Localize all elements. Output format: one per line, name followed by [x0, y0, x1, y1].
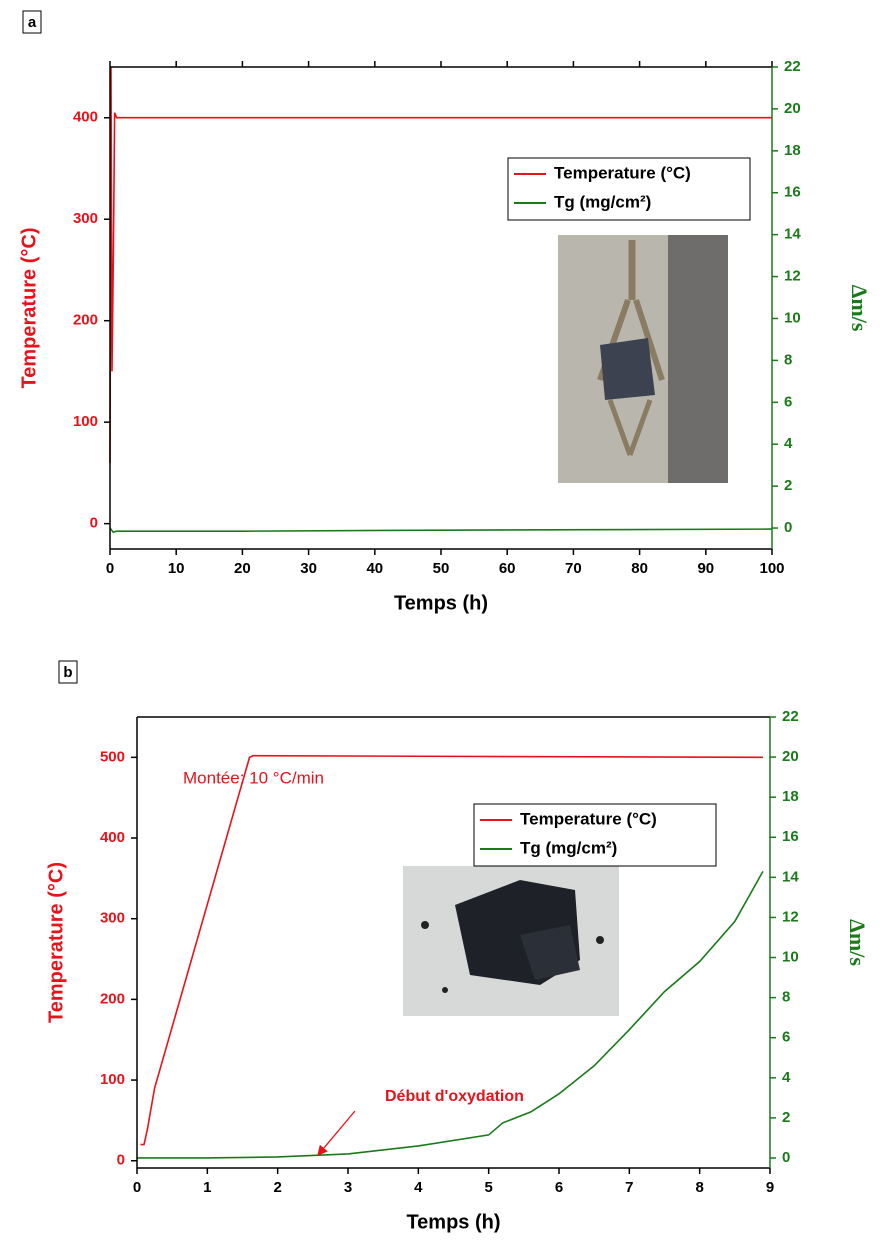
- x-tick-label: 60: [499, 560, 516, 577]
- x-tick-label: 30: [300, 560, 317, 577]
- panel-tag: a: [28, 14, 37, 31]
- x-tick-label: 7: [625, 1179, 633, 1196]
- y2-tick-label: 14: [784, 226, 801, 243]
- x-tick-label: 8: [695, 1179, 703, 1196]
- y2-tick-label: 8: [782, 989, 790, 1006]
- y2-tick-label: 0: [782, 1149, 790, 1166]
- y-tick-label: 400: [73, 109, 98, 126]
- y2-tick-label: 10: [784, 309, 801, 326]
- x-tick-label: 90: [697, 560, 714, 577]
- legend-label: Tg (mg/cm²): [520, 838, 617, 857]
- y2-tick-label: 14: [782, 868, 799, 885]
- y-tick-label: 200: [100, 990, 125, 1007]
- y-tick-label: 300: [73, 210, 98, 227]
- x-tick-label: 9: [766, 1179, 774, 1196]
- legend-label: Temperature (°C): [554, 163, 691, 182]
- y-tick-label: 0: [90, 515, 98, 532]
- y-tick-label: 300: [100, 910, 125, 927]
- y2-tick-label: 18: [782, 788, 799, 805]
- y2-tick-label: 2: [784, 477, 792, 494]
- y2-tick-label: 18: [784, 142, 801, 159]
- x-tick-label: 40: [366, 560, 383, 577]
- panel-tag-box: [22, 10, 42, 34]
- y2-tick-label: 6: [782, 1029, 790, 1046]
- photo-b: [403, 866, 619, 1016]
- y2-tick-label: 20: [782, 748, 799, 765]
- annotation: Début d'oxydation: [385, 1088, 524, 1105]
- x-tick-label: 80: [631, 560, 648, 577]
- y2-tick-label: 6: [784, 393, 792, 410]
- y2-tick-label: 12: [784, 268, 801, 285]
- y-axis-label: Temperature (°C): [45, 862, 67, 1023]
- y-tick-label: 100: [100, 1071, 125, 1088]
- x-axis-label: Temps (h): [394, 592, 488, 614]
- y2-tick-label: 4: [784, 435, 793, 452]
- y2-tick-label: 4: [782, 1069, 791, 1086]
- y2-tick-label: 8: [784, 351, 792, 368]
- panel-tag-box: [58, 660, 78, 684]
- legend-label: Temperature (°C): [520, 809, 657, 828]
- y2-tick-label: 22: [782, 708, 799, 725]
- legend-label: Tg (mg/cm²): [554, 192, 651, 211]
- y2-tick-label: 10: [782, 949, 799, 966]
- series-line: [137, 870, 764, 1159]
- x-tick-label: 100: [759, 560, 784, 577]
- y-tick-label: 100: [73, 413, 98, 430]
- x-tick-label: 50: [433, 560, 450, 577]
- x-tick-label: 0: [106, 560, 114, 577]
- y2-tick-label: 16: [784, 184, 801, 201]
- legend-box: [473, 803, 717, 867]
- y2-tick-label: 12: [782, 908, 799, 925]
- x-axis-label: Temps (h): [406, 1211, 500, 1233]
- legend-box: [507, 157, 751, 221]
- photo-a: [558, 235, 728, 483]
- y-tick-label: 500: [100, 748, 125, 765]
- y2-tick-label: 16: [782, 828, 799, 845]
- x-tick-label: 70: [565, 560, 582, 577]
- y-axis-label: Temperature (°C): [18, 228, 40, 389]
- y-tick-label: 200: [73, 312, 98, 329]
- x-tick-label: 0: [133, 1179, 141, 1196]
- series-line: [109, 527, 773, 534]
- y2-tick-label: 2: [782, 1109, 790, 1126]
- x-tick-label: 6: [555, 1179, 563, 1196]
- y-tick-label: 400: [100, 829, 125, 846]
- annotation: Montée: 10 °C/min: [183, 768, 324, 787]
- x-tick-label: 20: [234, 560, 251, 577]
- y2-tick-label: 20: [784, 100, 801, 117]
- panel-tag: b: [63, 664, 72, 681]
- series-line: [140, 754, 763, 1146]
- y2-tick-label: 22: [784, 58, 801, 75]
- y2-axis-label: Δm/s: [845, 919, 870, 966]
- annotation-arrow: [317, 1110, 356, 1156]
- x-tick-label: 3: [344, 1179, 352, 1196]
- y-tick-label: 0: [117, 1152, 125, 1169]
- x-tick-label: 5: [484, 1179, 492, 1196]
- y2-axis-label: Δm/s: [847, 285, 872, 332]
- y2-tick-label: 0: [784, 519, 792, 536]
- x-tick-label: 10: [168, 560, 185, 577]
- x-tick-label: 2: [273, 1179, 281, 1196]
- x-tick-label: 1: [203, 1179, 211, 1196]
- x-tick-label: 4: [414, 1179, 423, 1196]
